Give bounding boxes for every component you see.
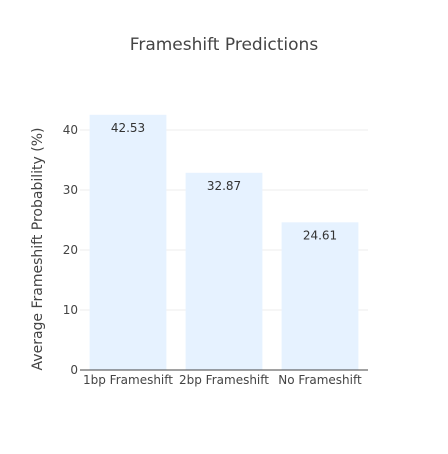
bar-data-label: 32.87 [207,179,241,193]
chart-title: Frameshift Predictions [130,35,319,55]
x-tick-label: No Frameshift [278,373,362,387]
bars [89,114,359,370]
y-tick-label: 20 [63,243,78,257]
y-tick-label: 0 [70,363,78,377]
axes: 0 10 20 30 40 1bp Frameshift 2bp Frameshift No … [63,123,368,387]
x-tick-label: 2bp Frameshift [179,373,269,387]
x-tick-label: 1bp Frameshift [83,373,173,387]
y-tick-label: 40 [63,123,78,137]
bar-data-label: 42.53 [111,121,145,135]
y-axis-title: Average Frameshift Probability (%) [30,128,46,371]
bar-data-label: 24.61 [303,228,337,242]
bar[interactable] [281,222,359,370]
data-labels: 42.53 32.87 24.61 [111,121,337,243]
y-tick-label: 10 [63,303,78,317]
y-tick-label: 30 [63,183,78,197]
bar[interactable] [89,114,167,370]
bar[interactable] [185,172,263,370]
